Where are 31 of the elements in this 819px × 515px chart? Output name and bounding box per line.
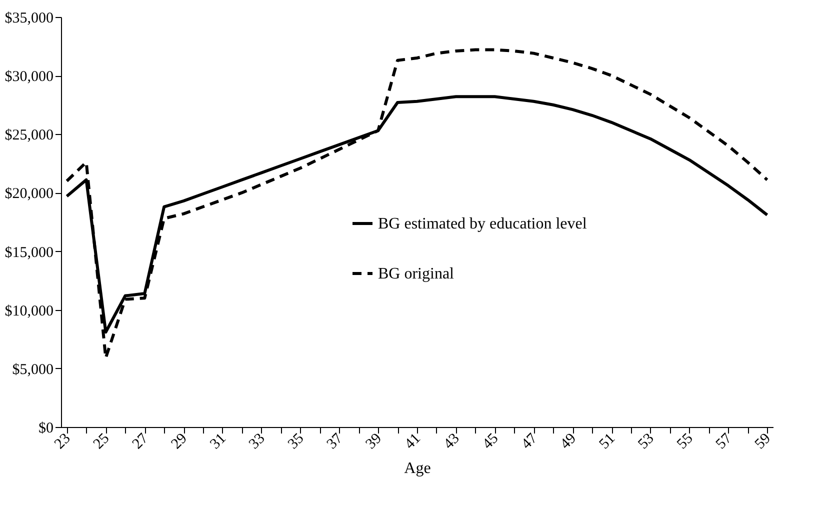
x-tick-label: 49 bbox=[558, 430, 580, 452]
x-tick-label: 39 bbox=[363, 430, 385, 452]
legend-label: BG original bbox=[378, 266, 455, 282]
x-tick-label: 27 bbox=[130, 430, 152, 452]
x-tick-label: 35 bbox=[285, 430, 308, 452]
y-tick-label: $30,000 bbox=[4, 69, 54, 86]
x-tick-label: 55 bbox=[674, 430, 696, 452]
x-tick-label: 33 bbox=[246, 430, 268, 452]
x-tick-label: 37 bbox=[324, 430, 346, 452]
x-tick-label: 41 bbox=[402, 430, 424, 452]
x-tick-label: 25 bbox=[90, 430, 113, 452]
x-tick-label: 43 bbox=[440, 430, 463, 452]
x-tick-label: 23 bbox=[52, 430, 74, 452]
y-tick-label: $35,000 bbox=[4, 10, 54, 26]
y-tick-label: $0 bbox=[38, 420, 54, 436]
x-tick-label: 31 bbox=[207, 430, 230, 452]
legend-label: BG estimated by education level bbox=[378, 216, 588, 232]
x-tick-label: 29 bbox=[168, 430, 190, 452]
x-tick-label: 45 bbox=[480, 430, 502, 452]
y-tick-label: $5,000 bbox=[12, 362, 54, 378]
x-axis-title: Age bbox=[404, 460, 431, 477]
y-tick-label: $10,000 bbox=[4, 303, 54, 320]
x-tick-label: 57 bbox=[713, 430, 736, 452]
line-series bbox=[65, 48, 769, 360]
y-tick-label: $25,000 bbox=[4, 128, 54, 144]
x-tick-label: 51 bbox=[596, 430, 618, 452]
x-tick-label: 53 bbox=[635, 430, 658, 452]
x-tick-label: 47 bbox=[518, 430, 541, 452]
y-tick-label: $20,000 bbox=[4, 186, 54, 202]
y-tick-label: $15,000 bbox=[4, 244, 54, 261]
x-tick-label: 59 bbox=[752, 430, 774, 452]
